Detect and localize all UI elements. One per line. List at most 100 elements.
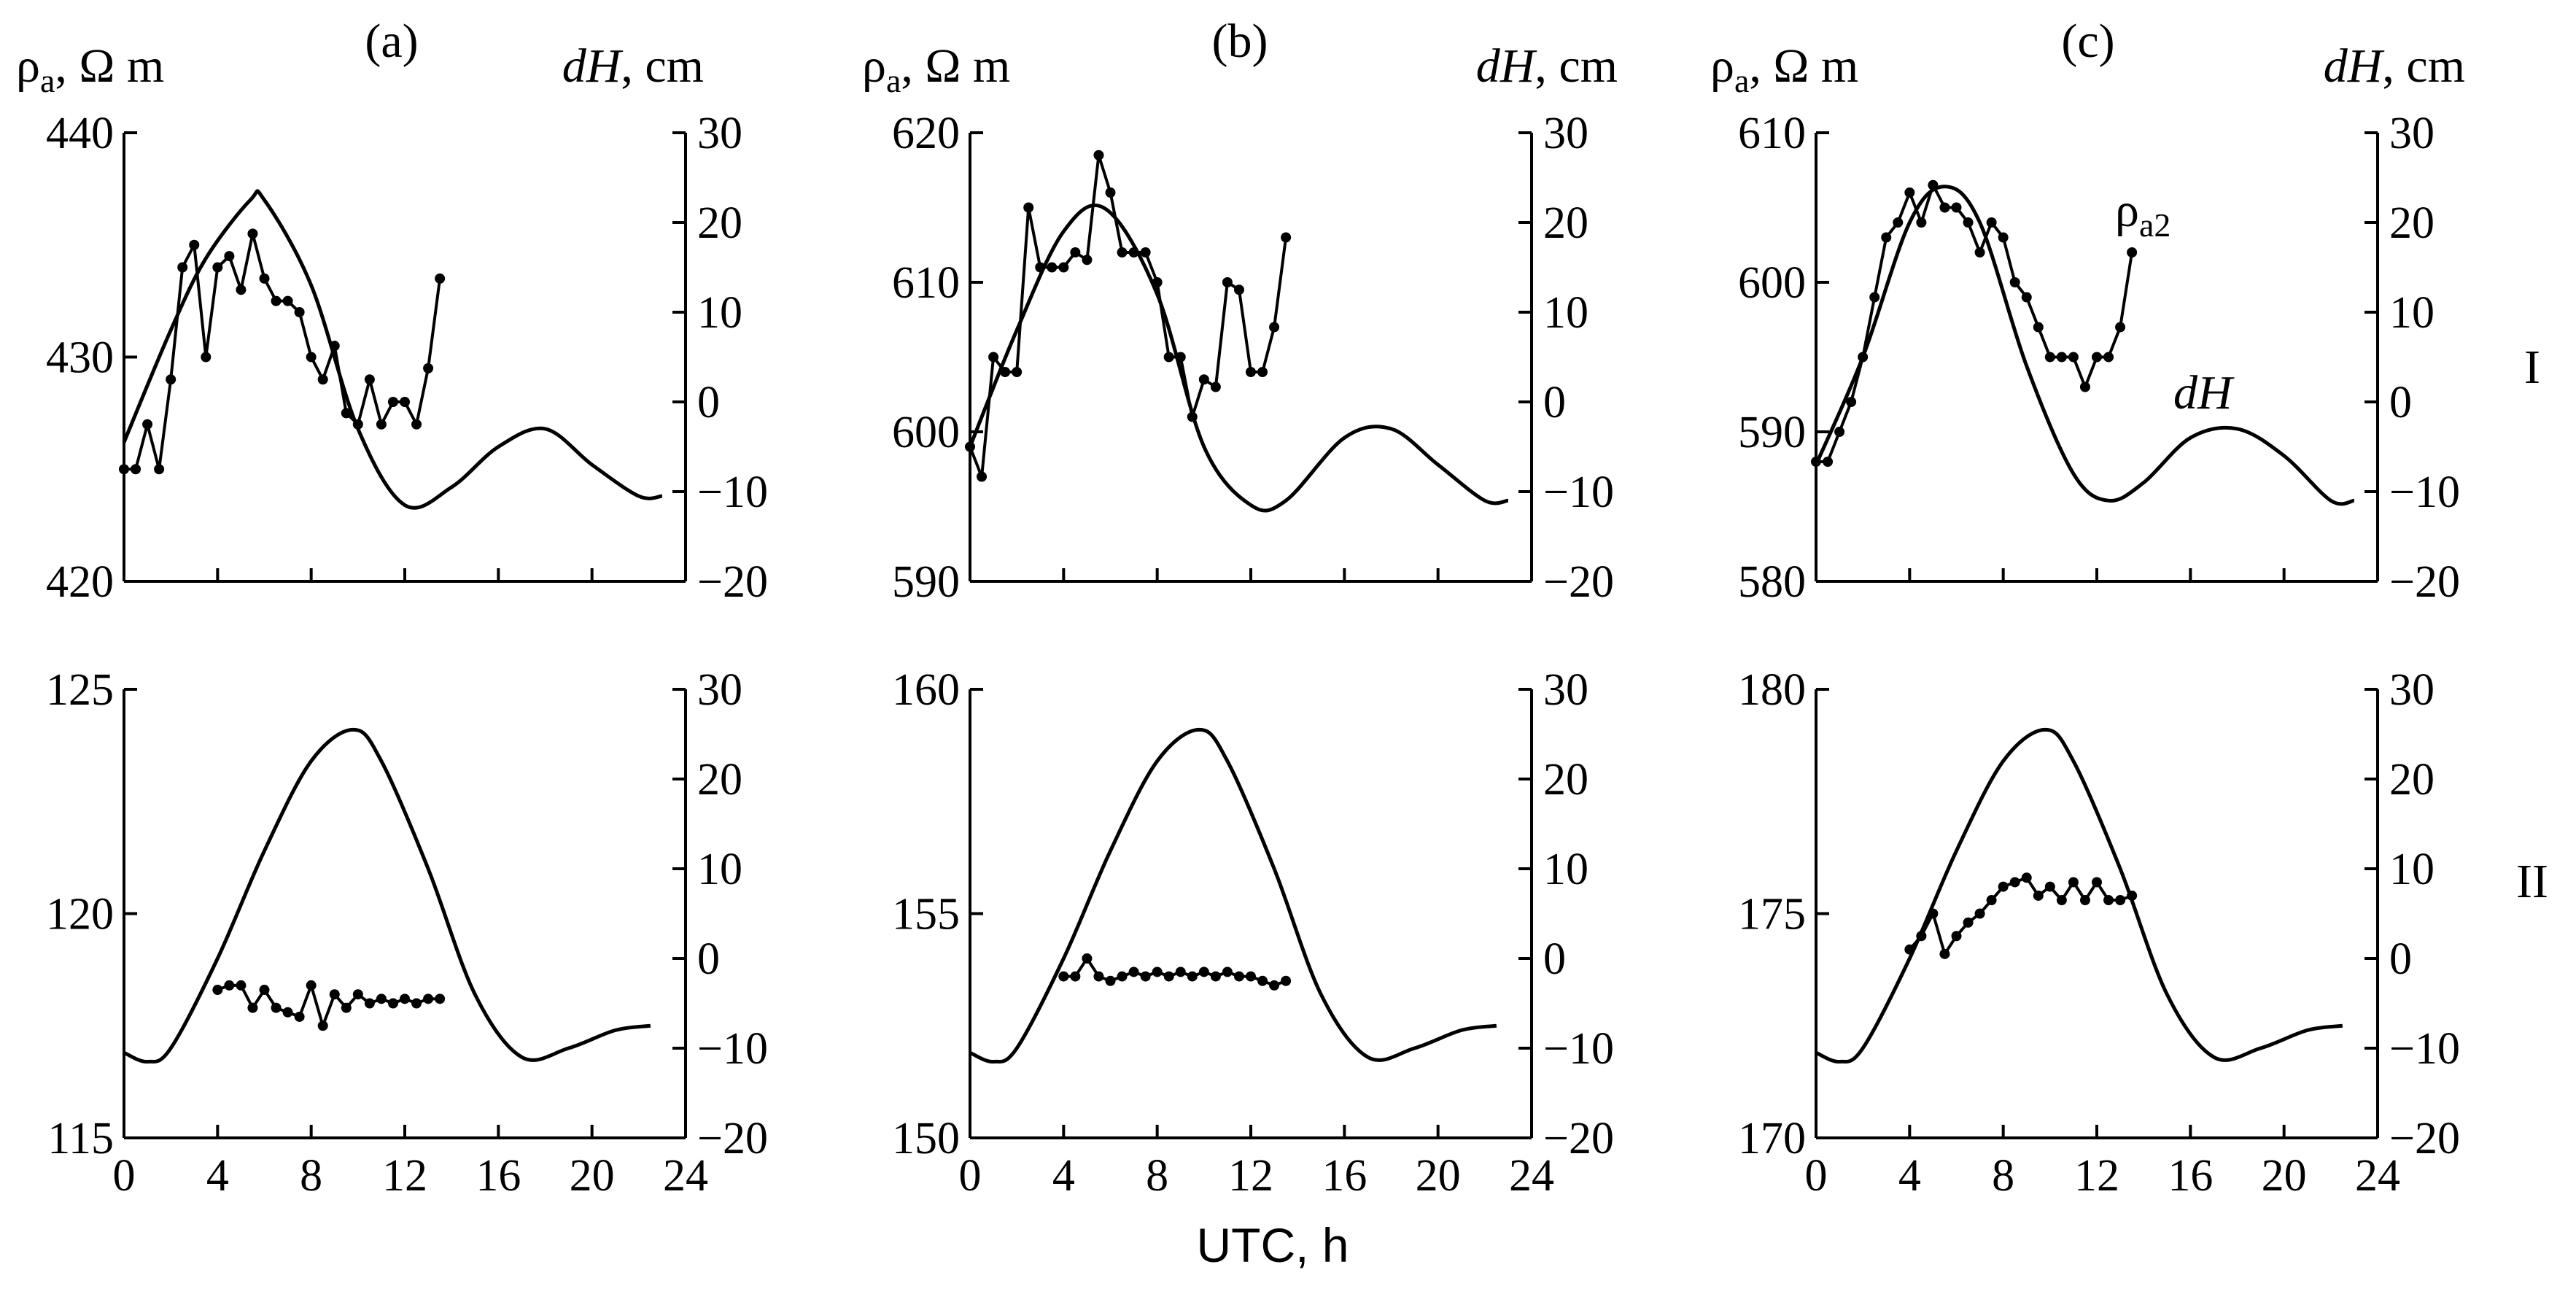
rho-data-point <box>1881 232 1892 243</box>
right-tick-label: −10 <box>1543 468 1614 517</box>
rho-series-line <box>969 155 1288 478</box>
rho-data-point <box>329 341 340 352</box>
right-tick-label: 10 <box>2389 288 2435 338</box>
bottom-tick-label: 16 <box>1322 1151 1367 1201</box>
left-tick-label: 160 <box>892 665 960 715</box>
left-tick-label: 430 <box>46 333 114 383</box>
rho-data-point <box>988 352 999 363</box>
rho-data-point <box>1152 277 1163 287</box>
left-tick-label: 440 <box>46 109 114 158</box>
rho-subscript: a <box>40 62 55 99</box>
rho2-symbol: ρ <box>2115 184 2139 237</box>
rho-a2-annotation: ρa2 <box>2115 184 2170 244</box>
left-tick-label: 420 <box>46 557 114 607</box>
bottom-tick-label: 20 <box>2262 1151 2307 1201</box>
rho-data-point <box>411 998 422 1009</box>
right-tick-label: −20 <box>1543 1114 1614 1163</box>
chart-panel-a-row-i: 420 430 440 −20 −10 0 10 20 30 <box>46 109 768 607</box>
rho-data-point <box>1281 975 1292 986</box>
rho-data-point <box>282 1007 293 1018</box>
rho-data-point <box>387 998 398 1009</box>
dh-symbol: dH <box>2324 39 2385 93</box>
rho-data-point <box>376 419 387 430</box>
rho-data-point <box>271 295 282 306</box>
rho-data-point <box>2079 381 2090 392</box>
row-label-ii: II <box>2516 855 2548 908</box>
right-tick-label: 0 <box>1543 934 1566 984</box>
rho-data-point <box>1210 971 1221 982</box>
rho-data-point <box>2068 877 2079 888</box>
rho-unit: , Ω m <box>901 39 1010 93</box>
dh-series-line <box>968 204 1509 513</box>
right-tick-label: 30 <box>697 665 742 715</box>
right-tick-label: −10 <box>1543 1024 1614 1074</box>
rho-data-point <box>1257 367 1268 377</box>
left-tick-label: 600 <box>1738 258 1806 308</box>
right-tick-label: 0 <box>2389 934 2412 984</box>
charts-layer: 420430440−20−100102030590600610620−20−10… <box>46 109 2460 1201</box>
rho-data-point <box>294 307 305 317</box>
rho-data-point <box>1070 247 1081 257</box>
rho-data-point <box>387 397 398 407</box>
rho-data-point <box>400 397 410 407</box>
svg-text:dH, cm: dH, cm <box>1476 39 1618 93</box>
rho-data-point <box>2021 292 2032 303</box>
bottom-tick-label: 12 <box>1228 1151 1273 1201</box>
right-tick-label: 10 <box>697 288 742 338</box>
rho-data-point <box>1175 352 1186 363</box>
rho-data-point <box>1035 262 1046 273</box>
left-tick-label: 600 <box>892 408 960 457</box>
rho-symbol: ρ <box>16 39 40 93</box>
bottom-tick-label: 20 <box>570 1151 615 1201</box>
right-tick-label: 20 <box>1543 198 1588 248</box>
chart-panel-b-row-ii: 150 155 160 −20 −10 0 10 20 30 0 4 8 12 16 20 24 <box>892 665 1614 1201</box>
rho-data-point <box>1963 917 1974 928</box>
rho-data-point <box>1187 971 1198 982</box>
dh-unit-label-a: dH, cm <box>562 39 704 93</box>
left-tick-label: 170 <box>1738 1114 1806 1163</box>
chart-panel-c-row-ii: 170 175 180 −20 −10 0 10 20 30 0 4 8 12 16 20 24 <box>1738 665 2460 1201</box>
rho-data-point <box>2044 881 2055 892</box>
right-tick-label: 30 <box>697 109 742 158</box>
rho-data-point <box>1000 367 1011 377</box>
rho-data-point <box>364 374 375 385</box>
rho-data-point <box>1281 232 1292 243</box>
bottom-tick-label: 4 <box>1898 1151 1921 1201</box>
rho-data-point <box>2068 352 2079 363</box>
x-axis-label: UTC, h <box>1196 1218 1349 1272</box>
rho-data-point <box>2033 890 2044 901</box>
rho-data-point <box>1974 247 1985 257</box>
rho-unit: , Ω m <box>55 39 164 93</box>
dh-symbol: dH <box>562 39 624 93</box>
rho-data-point <box>1834 427 1845 437</box>
rho-data-point <box>2056 352 2067 363</box>
rho-data-point <box>2033 322 2044 333</box>
rho-data-point <box>1012 367 1023 377</box>
rho-data-point <box>1246 971 1256 982</box>
rho-data-point <box>1823 457 1834 467</box>
rho-data-point <box>1269 980 1280 991</box>
bottom-tick-label: 8 <box>300 1151 322 1201</box>
rho-data-point <box>259 273 270 284</box>
right-tick-label: 10 <box>2389 845 2435 894</box>
rho-data-point <box>376 993 387 1004</box>
rho-data-point <box>1128 247 1139 257</box>
rho-data-point <box>1846 397 1857 407</box>
right-tick-label: 20 <box>2389 198 2435 248</box>
rho-data-point <box>1082 953 1093 964</box>
left-tick-label: 590 <box>1738 408 1806 457</box>
right-tick-label: 20 <box>697 198 742 248</box>
rho-data-point <box>1986 217 1997 228</box>
rho-data-point <box>1246 367 1256 377</box>
rho-data-point <box>400 993 410 1004</box>
left-tick-label: 125 <box>46 665 114 715</box>
dh-series-line <box>1815 727 2343 1064</box>
rho-data-point <box>1163 971 1174 982</box>
dh-series-line <box>123 727 651 1064</box>
rho-data-point <box>177 262 188 273</box>
bottom-tick-label: 0 <box>113 1151 136 1201</box>
rho-data-point <box>423 993 434 1004</box>
rho-unit-label-c: ρa, Ω m <box>1710 39 1858 99</box>
right-tick-label: −20 <box>2389 557 2460 607</box>
rho-data-point <box>236 284 247 295</box>
